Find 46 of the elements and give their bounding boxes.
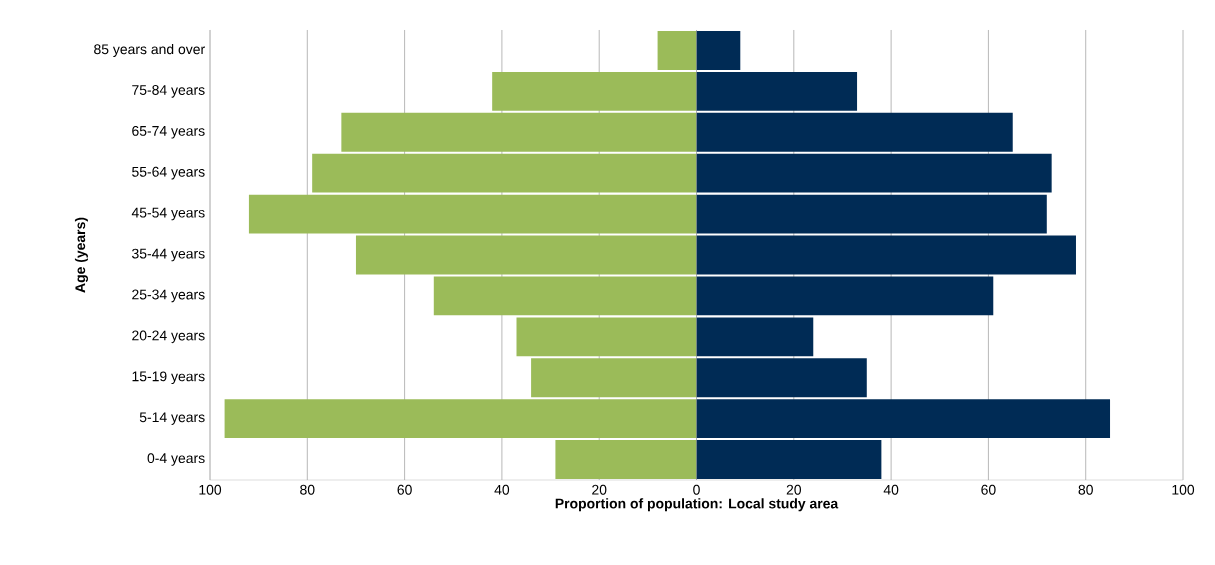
- x-tick-label: 80: [300, 484, 315, 495]
- bar: [248, 194, 697, 234]
- bar: [531, 358, 697, 398]
- x-tick-label: 60: [397, 484, 412, 495]
- bar: [696, 317, 814, 357]
- y-tick-label: 20-24 years: [132, 330, 205, 344]
- y-tick-label: 85 years and over: [94, 43, 205, 57]
- x-tick-label: 100: [199, 484, 222, 495]
- bar: [516, 317, 697, 357]
- y-tick-label: 15-19 years: [132, 371, 205, 385]
- x-tick-label: 100: [1172, 484, 1195, 495]
- bar: [555, 440, 697, 479]
- y-tick-label: 45-54 years: [131, 207, 205, 221]
- bar: [696, 71, 858, 111]
- y-tick-label: 0-4 years: [147, 453, 205, 466]
- bar: [433, 276, 697, 316]
- bar: [696, 235, 1076, 275]
- bar: [696, 358, 867, 398]
- bar: [696, 31, 741, 70]
- x-tick-label: 40: [883, 484, 899, 495]
- bar: [492, 71, 697, 111]
- bar: [224, 399, 697, 439]
- bar: [355, 235, 697, 275]
- x-tick-label: 80: [1078, 484, 1093, 495]
- y-axis-title: Age (years): [74, 217, 88, 293]
- x-tick-label: 40: [494, 484, 510, 495]
- x-tick-label: 20: [592, 484, 607, 495]
- bar: [312, 153, 697, 193]
- x-tick-label: 0: [693, 484, 700, 495]
- y-tick-label: 75-84 years: [132, 85, 205, 98]
- bar: [696, 399, 1111, 439]
- y-tick-label: 5-14 years: [139, 412, 205, 425]
- bar: [341, 112, 697, 152]
- y-tick-label: 55-64 years: [132, 166, 205, 180]
- x-tick-label: 20: [786, 484, 802, 495]
- y-tick-label: 25-34 years: [132, 289, 205, 303]
- x-axis-title: Proportion of population: Local study area: [555, 498, 839, 512]
- bar: [657, 31, 697, 70]
- bar: [696, 276, 994, 316]
- bar: [696, 153, 1052, 193]
- bar: [696, 112, 1013, 152]
- x-tick-label: 60: [981, 484, 996, 495]
- y-tick-label: 35-44 years: [132, 248, 205, 262]
- y-tick-label: 65-74 years: [132, 125, 205, 139]
- bar: [696, 440, 882, 479]
- bar: [696, 194, 1047, 234]
